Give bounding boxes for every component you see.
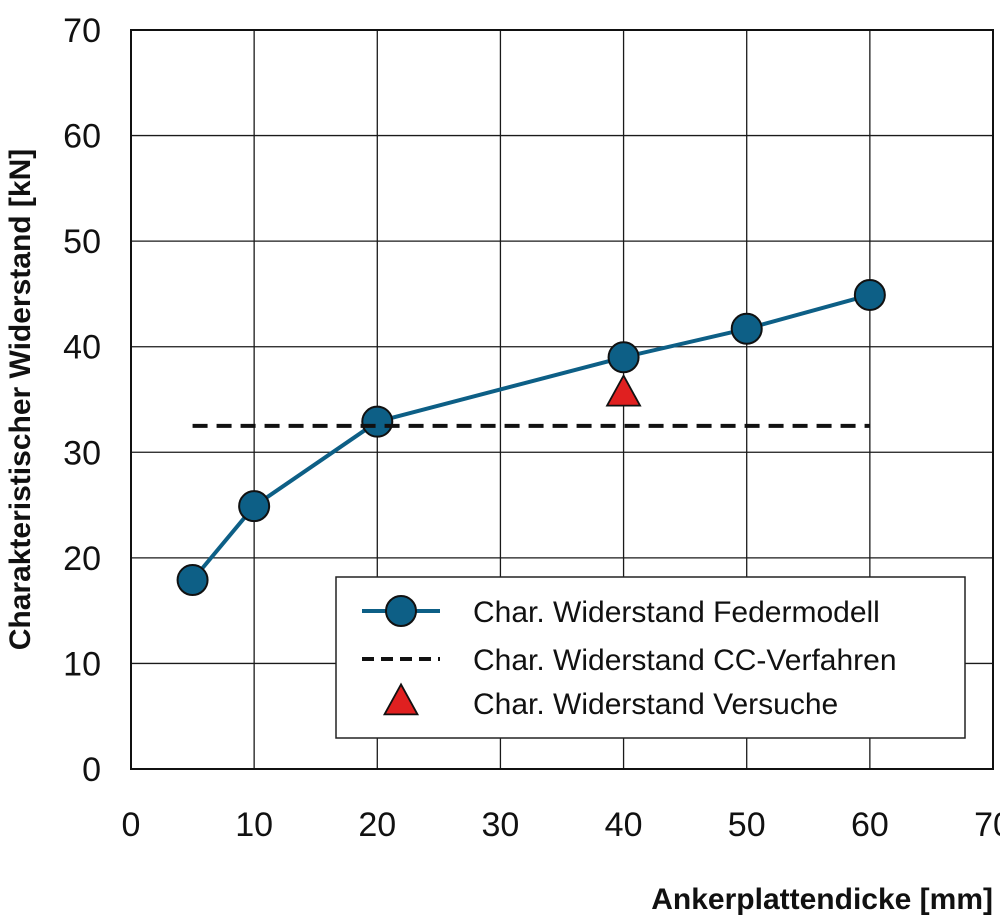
plot-frame: [130, 29, 994, 770]
data-point-triangle: [605, 373, 642, 407]
legend-label: Char. Widerstand Versuche: [473, 688, 838, 721]
legend-item: Char. Widerstand Federmodell: [362, 595, 880, 629]
series-3: [605, 373, 642, 407]
x-tick-label: 10: [235, 806, 273, 844]
data-point: [176, 564, 209, 597]
data-point: [607, 341, 640, 374]
legend-label: Char. Widerstand CC-Verfahren: [473, 644, 897, 677]
legend-item: Char. Widerstand CC-Verfahren: [362, 644, 897, 677]
y-tick-label: 10: [63, 645, 101, 683]
legend-item: Char. Widerstand Versuche: [382, 682, 838, 721]
x-tick-label: 50: [728, 806, 766, 844]
y-tick-label: 50: [63, 223, 101, 261]
legend-box: [335, 576, 966, 739]
series-layer: [176, 278, 886, 597]
x-tick-label: 70: [974, 806, 1000, 844]
data-point: [238, 490, 271, 523]
x-tick-label: 30: [482, 806, 520, 844]
y-tick-label: 20: [63, 540, 101, 578]
legend-circle-swatch: [385, 595, 417, 627]
y-tick-label: 40: [63, 329, 101, 367]
y-tick-label: 70: [63, 12, 101, 50]
data-point: [361, 405, 394, 438]
x-tick-label: 0: [122, 806, 141, 844]
legend-triangle-swatch: [382, 682, 420, 716]
y-tick-label: 30: [63, 434, 101, 472]
x-tick-label: 40: [605, 806, 643, 844]
y-tick-labels: 0 10 20 30 40 50 60 70: [63, 12, 101, 789]
legend: Char. Widerstand Federmodell Char. Widers…: [335, 576, 966, 739]
y-axis-title: Charakteristischer Widerstand [kN]: [4, 149, 37, 651]
data-point: [730, 312, 763, 345]
legend-label: Char. Widerstand Federmodell: [473, 596, 880, 629]
x-tick-label: 60: [851, 806, 889, 844]
x-tick-labels: 0 10 20 30 40 50 60 70: [122, 806, 1000, 844]
data-point: [853, 278, 886, 311]
y-tick-label: 0: [82, 751, 101, 789]
x-axis-title: Ankerplattendicke [mm]: [651, 883, 993, 916]
series-line: [191, 293, 871, 582]
series-1: [176, 278, 886, 597]
y-tick-label: 60: [63, 118, 101, 156]
x-tick-label: 20: [358, 806, 396, 844]
